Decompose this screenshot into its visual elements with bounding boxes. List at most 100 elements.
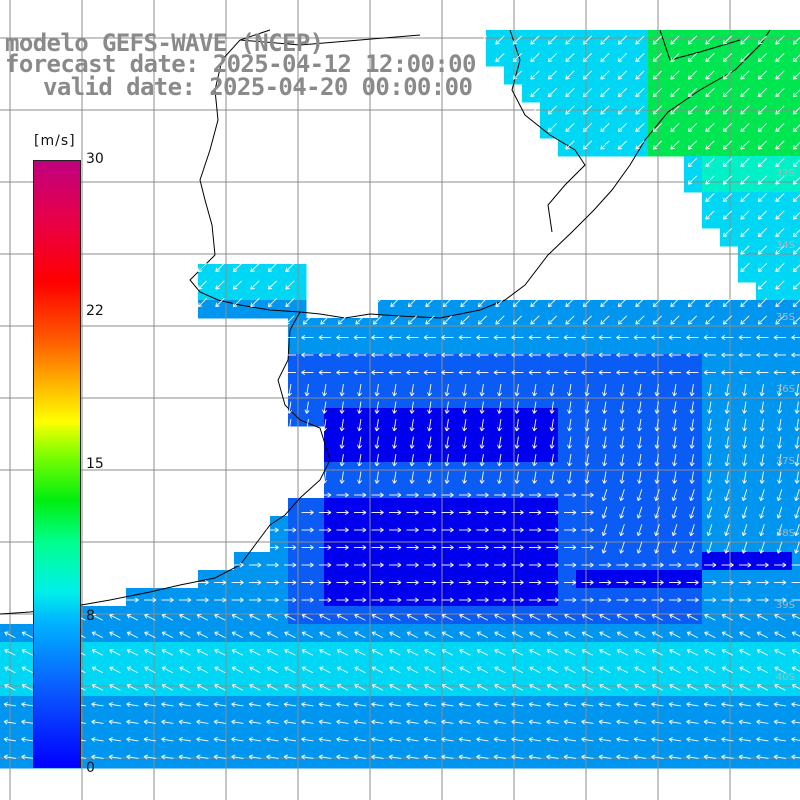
wind-speed-cell — [198, 750, 217, 769]
wind-speed-cell — [738, 156, 757, 175]
wind-speed-cell — [198, 606, 217, 625]
wind-arrow — [441, 509, 454, 516]
wind-speed-cell — [720, 588, 739, 607]
wind-arrow — [670, 297, 680, 308]
wind-speed-cell — [162, 732, 181, 751]
wind-arrow — [318, 719, 331, 725]
wind-arrow — [197, 280, 208, 290]
wind-arrow — [652, 87, 663, 98]
wind-speed-cell — [684, 300, 703, 319]
wind-speed-cell — [630, 606, 649, 625]
wind-arrow — [248, 754, 261, 760]
wind-speed-cell — [594, 678, 613, 697]
wind-speed-cell — [342, 714, 361, 733]
wind-arrow — [214, 683, 226, 691]
wind-speed-cell — [342, 336, 361, 355]
wind-arrow — [322, 471, 328, 484]
wind-arrow — [686, 719, 699, 725]
wind-speed-cell — [342, 372, 361, 391]
wind-speed-cell — [450, 300, 469, 319]
wind-speed-cell — [270, 606, 289, 625]
wind-speed-cell — [378, 354, 397, 373]
wind-speed-cell — [504, 462, 523, 481]
wind-speed-cell — [612, 462, 631, 481]
wind-speed-cell — [738, 138, 757, 157]
wind-speed-cell — [774, 354, 793, 373]
wind-arrow — [686, 334, 699, 341]
wind-speed-cell — [432, 732, 451, 751]
wind-speed-cell — [162, 750, 181, 769]
wind-speed-cell — [162, 606, 181, 625]
wind-speed-cell — [468, 678, 487, 697]
wind-arrow — [91, 754, 104, 760]
wind-arrow — [567, 436, 573, 449]
wind-speed-cell — [594, 462, 613, 481]
wind-speed-cell — [792, 246, 800, 265]
wind-speed-cell — [720, 606, 739, 625]
wind-arrow — [528, 737, 541, 743]
wind-arrow — [602, 384, 608, 397]
wind-arrow — [459, 562, 472, 568]
wind-arrow — [739, 597, 752, 603]
wind-speed-cell — [540, 696, 559, 715]
wind-speed-cell — [18, 750, 37, 769]
wind-arrow — [301, 683, 314, 691]
wind-speed-cell — [774, 246, 793, 265]
wind-speed-cell — [522, 480, 541, 499]
wind-arrow — [563, 369, 576, 376]
wind-arrow — [479, 384, 485, 397]
wind-arrow — [687, 70, 698, 80]
wind-arrow — [108, 754, 121, 760]
wind-arrow — [777, 419, 783, 432]
wind-arrow — [532, 384, 538, 397]
wind-arrow — [479, 401, 485, 414]
coastline-segment — [239, 34, 421, 46]
wind-speed-cell — [738, 642, 757, 661]
wind-arrow — [532, 471, 538, 484]
wind-speed-cell — [630, 30, 649, 49]
wind-speed-cell — [324, 498, 343, 517]
wind-arrow — [476, 509, 489, 516]
wind-speed-cell — [522, 570, 541, 589]
wind-arrow — [722, 210, 733, 220]
wind-speed-cell — [756, 264, 775, 283]
wind-speed-cell — [378, 408, 397, 427]
wind-arrow — [792, 124, 800, 133]
wind-arrow — [672, 384, 678, 397]
wind-speed-cell — [306, 552, 325, 571]
wind-arrow — [427, 384, 433, 397]
wind-arrow — [494, 683, 506, 691]
wind-arrow — [424, 631, 436, 639]
wind-arrow — [619, 401, 625, 414]
wind-arrow — [231, 737, 244, 743]
wind-arrow — [161, 613, 174, 621]
wind-speed-cell — [576, 426, 595, 445]
wind-arrow — [371, 369, 384, 376]
wind-arrow — [738, 334, 751, 341]
wind-speed-cell — [270, 300, 289, 319]
wind-arrow — [757, 210, 768, 220]
wind-speed-cell — [432, 318, 451, 337]
wind-arrow — [672, 436, 678, 449]
wind-arrow — [249, 613, 261, 621]
wind-arrow — [757, 262, 768, 273]
wind-arrow — [582, 140, 593, 150]
wind-speed-cell — [396, 372, 415, 391]
wind-arrow — [388, 369, 401, 376]
wind-arrow — [389, 613, 401, 621]
wind-arrow — [705, 140, 715, 150]
wind-arrow — [336, 719, 349, 725]
wind-arrow — [686, 369, 699, 376]
wind-arrow — [794, 524, 800, 537]
wind-arrow — [266, 648, 279, 656]
wind-arrow — [565, 315, 575, 325]
wind-arrow — [196, 702, 209, 708]
wind-speed-cell — [450, 354, 469, 373]
wind-speed-cell — [594, 48, 613, 67]
wind-speed-cell — [180, 642, 199, 661]
wind-speed-cell — [342, 732, 361, 751]
wind-arrow — [775, 262, 785, 273]
wind-arrow — [670, 122, 680, 133]
wind-arrow — [441, 613, 454, 621]
wind-arrow — [353, 334, 366, 341]
